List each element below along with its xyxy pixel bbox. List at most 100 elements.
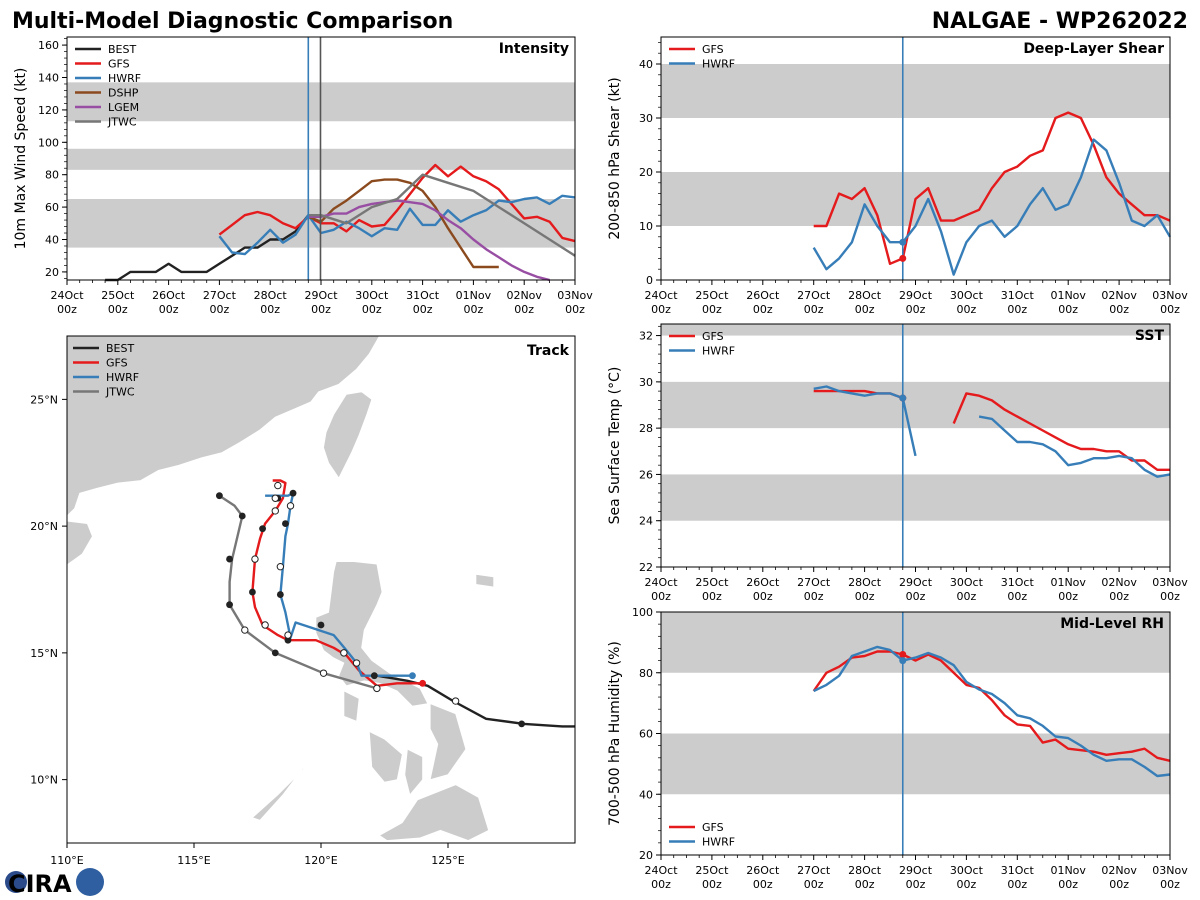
y-axis-label: 200-850 hPa Shear (kt) xyxy=(607,77,623,239)
plot-frame xyxy=(660,323,1171,568)
x-tick-hour-label: 00z xyxy=(957,590,977,603)
x-tick-label: 28Oct xyxy=(848,576,882,589)
track-line-best xyxy=(371,674,575,728)
x-tick-hour-label: 00z xyxy=(855,878,875,891)
legend-label-gfs: GFS xyxy=(702,43,724,56)
legend-label-hwrf: HWRF xyxy=(702,836,735,849)
legend-label-gfs: GFS xyxy=(702,821,724,834)
x-tick-hour-label: 00z xyxy=(1160,878,1180,891)
panel-title: Intensity xyxy=(499,41,569,57)
x-tick-hour-label: 00z xyxy=(957,878,977,891)
x-tick-hour-label: 00z xyxy=(804,590,824,603)
track-point-filled xyxy=(370,672,378,680)
plot-frame xyxy=(660,611,1171,856)
x-tick-label: 25Oct xyxy=(695,576,729,589)
legend-label-gfs: GFS xyxy=(108,58,130,71)
track-point-filled xyxy=(317,621,325,629)
x-tick-label: 24Oct xyxy=(50,289,84,302)
y-tick-label: 160 xyxy=(38,39,59,52)
y-tick-label: 140 xyxy=(38,72,59,85)
x-tick-hour-label: 00z xyxy=(1109,303,1129,316)
palawan-shape xyxy=(251,751,314,821)
x-tick-hour-label: 00z xyxy=(1109,590,1129,603)
x-tick-label: 27Oct xyxy=(203,289,237,302)
x-tick-hour-label: 00z xyxy=(855,590,875,603)
track-point-open xyxy=(274,481,282,490)
x-tick-hour-label: 00z xyxy=(1007,878,1027,891)
sst-panel: 24Oct00z25Oct00z26Oct00z27Oct00z28Oct00z… xyxy=(607,323,1188,603)
y-tick-label: 40 xyxy=(639,788,653,801)
x-tick-label: 125°E xyxy=(431,854,464,867)
series-line-jtwc xyxy=(308,173,576,257)
x-tick-label: 26Oct xyxy=(746,576,780,589)
y-tick-label: 40 xyxy=(45,234,59,247)
track-point-filled xyxy=(289,489,297,497)
x-tick-hour-label: 00z xyxy=(753,590,773,603)
x-tick-label: 26Oct xyxy=(746,864,780,877)
x-tick-label: 31Oct xyxy=(406,289,440,302)
x-tick-hour-label: 00z xyxy=(1160,303,1180,316)
x-tick-hour-label: 00z xyxy=(702,590,722,603)
y-tick-label: 30 xyxy=(639,112,653,125)
shade-band xyxy=(661,733,1170,795)
legend-label-jtwc: JTWC xyxy=(107,116,137,129)
track-point-open xyxy=(286,502,295,510)
y-tick-label: 80 xyxy=(639,667,653,680)
current-point-gfs xyxy=(899,254,907,262)
x-tick-label: 24Oct xyxy=(644,864,678,877)
y-tick-label: 20 xyxy=(45,266,59,279)
track-point-open xyxy=(352,659,361,667)
plot-frame xyxy=(66,36,576,281)
y-tick-label: 20 xyxy=(639,849,653,862)
panel-title: Deep-Layer Shear xyxy=(1023,41,1164,57)
y-tick-label: 60 xyxy=(45,201,59,214)
x-tick-hour-label: 00z xyxy=(855,303,875,316)
track-point-filled xyxy=(271,649,279,657)
x-tick-hour-label: 00z xyxy=(804,878,824,891)
x-tick-hour-label: 00z xyxy=(159,303,179,316)
y-tick-label: 15°N xyxy=(30,647,58,660)
logo-emblem-icon xyxy=(76,868,104,896)
y-tick-label: 30 xyxy=(639,376,653,389)
globe-icon xyxy=(5,871,27,893)
land-layer xyxy=(67,336,495,841)
x-tick-label: 02Nov xyxy=(506,289,542,302)
series-line-dshp xyxy=(307,178,499,269)
panel-title: Track xyxy=(527,343,570,359)
y-tick-label: 10 xyxy=(639,220,653,233)
rh-panel: 24Oct00z25Oct00z26Oct00z27Oct00z28Oct00z… xyxy=(607,606,1188,891)
x-tick-label: 26Oct xyxy=(152,289,186,302)
mainland-china-shape xyxy=(67,336,380,517)
y-axis-label: Sea Surface Temp (°C) xyxy=(607,367,623,525)
cira-logo: CIRA xyxy=(5,868,104,898)
x-tick-label: 28Oct xyxy=(254,289,288,302)
track-point-open xyxy=(261,621,269,629)
x-tick-label: 01Nov xyxy=(456,289,492,302)
x-tick-hour-label: 00z xyxy=(565,303,585,316)
track-point-filled xyxy=(238,512,246,520)
x-tick-label: 01Nov xyxy=(1050,289,1086,302)
x-tick-label: 25Oct xyxy=(101,289,135,302)
y-tick-label: 10°N xyxy=(30,774,58,787)
x-tick-label: 25Oct xyxy=(695,289,729,302)
series-line-gfs xyxy=(812,650,1171,762)
legend-label-hwrf: HWRF xyxy=(106,371,139,384)
legend-label-gfs: GFS xyxy=(702,330,724,343)
x-tick-hour-label: 00z xyxy=(108,303,128,316)
x-tick-label: 31Oct xyxy=(1001,289,1035,302)
x-tick-label: 02Nov xyxy=(1101,864,1137,877)
x-tick-hour-label: 00z xyxy=(804,303,824,316)
x-tick-label: 30Oct xyxy=(950,576,984,589)
track-point-filled xyxy=(409,672,416,680)
x-tick-label: 27Oct xyxy=(797,576,831,589)
track-point-filled xyxy=(216,492,223,500)
track-point-open xyxy=(276,562,285,571)
track-line-gfs xyxy=(251,479,426,687)
x-tick-hour-label: 00z xyxy=(651,590,671,603)
x-tick-hour-label: 00z xyxy=(906,878,926,891)
x-tick-hour-label: 00z xyxy=(413,303,433,316)
y-tick-label: 28 xyxy=(639,422,653,435)
luzon-shape xyxy=(315,561,429,707)
cebu-shape xyxy=(404,748,424,796)
